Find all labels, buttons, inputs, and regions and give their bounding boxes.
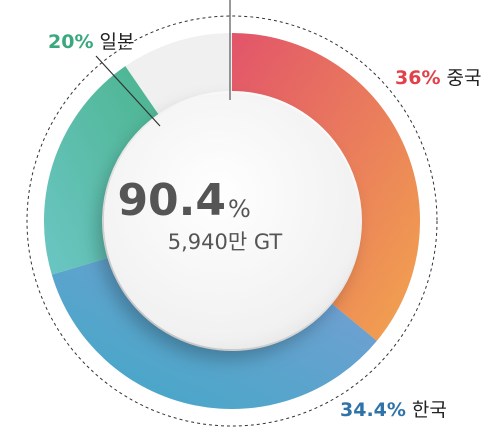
donut-segment [44, 66, 159, 275]
center-unit: % [228, 195, 251, 223]
category-label: 한국 [412, 399, 447, 421]
category-label: 중국 [446, 67, 481, 89]
center-disc [104, 93, 360, 349]
center-sublabel: 5,940만 GT [168, 230, 283, 254]
segment-label: 36% 중국 [395, 67, 481, 89]
dashed-ring [26, 15, 438, 427]
value-label: 36% [395, 67, 440, 89]
value-label: 20% [48, 31, 93, 53]
value-label: 34.4% [340, 399, 406, 421]
segment-label: 34.4% 한국 [340, 399, 447, 421]
donut-segment [51, 258, 377, 409]
leader-line [95, 55, 161, 127]
center-value: 90.4 [117, 175, 226, 226]
segment-label: 20% 일본 [48, 31, 134, 53]
donut-segment [232, 33, 420, 341]
category-label: 일본 [99, 31, 134, 53]
